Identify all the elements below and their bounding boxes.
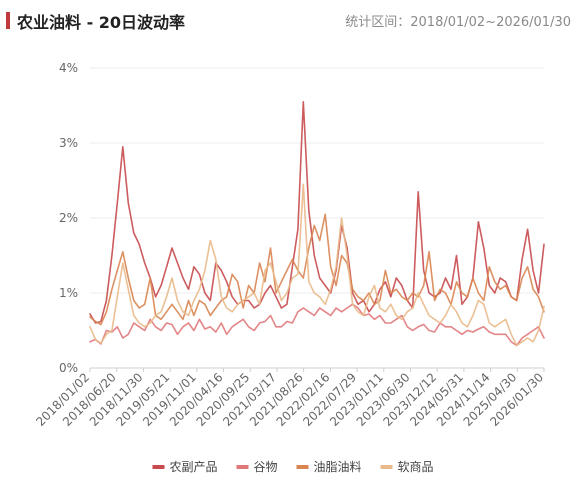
y-tick-label: 4% (59, 61, 78, 75)
legend-swatch (236, 465, 249, 469)
grid-lines (90, 67, 544, 369)
legend: 农副产品 谷物 油脂油料 软商品 (152, 459, 434, 474)
legend-swatch (152, 465, 165, 469)
legend-label[interactable]: 软商品 (398, 459, 434, 474)
legend-swatch (296, 465, 309, 469)
series-line-软商品 (89, 183, 545, 347)
y-tick-label: 2% (59, 211, 78, 225)
y-axis: 0% 1% 2% 3% 4% (59, 61, 78, 375)
chart-title: 农业油料 - 20日波动率 (17, 13, 186, 32)
y-tick-label: 1% (59, 286, 78, 300)
legend-label[interactable]: 农副产品 (170, 460, 218, 474)
x-axis: 2018/01/022018/06/202018/11/302019/05/21… (33, 368, 546, 429)
legend-swatch (380, 465, 393, 469)
series-lines (89, 101, 545, 347)
legend-label[interactable]: 油脂油料 (314, 459, 362, 474)
title-accent-bar (6, 12, 10, 29)
legend-label[interactable]: 谷物 (254, 460, 278, 474)
series-line-农副产品 (89, 101, 545, 324)
y-tick-label: 0% (59, 361, 78, 375)
y-tick-label: 3% (59, 136, 78, 150)
date-range-label: 统计区间：2018/01/02~2026/01/30 (345, 15, 571, 30)
chart-header: 农业油料 - 20日波动率 统计区间：2018/01/02~2026/01/30 (0, 8, 585, 34)
series-line-油脂油料 (89, 213, 545, 326)
series-line-谷物 (89, 303, 545, 347)
volatility-line-chart: 0% 1% 2% 3% 4% 2018/01/022018/06/202018/11/3… (33, 61, 546, 474)
